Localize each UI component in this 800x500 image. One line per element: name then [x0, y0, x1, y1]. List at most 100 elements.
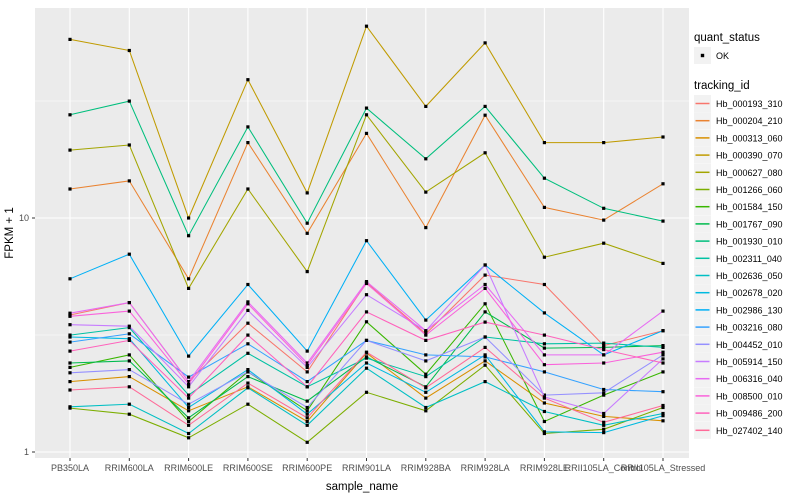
data-point	[602, 344, 606, 348]
y-tick-label: 1	[24, 447, 29, 457]
data-point	[305, 363, 309, 367]
x-tick-label: RRIM600PE	[282, 463, 332, 473]
data-point	[187, 402, 191, 406]
data-point	[305, 409, 309, 413]
data-point	[305, 440, 309, 444]
data-point	[305, 361, 309, 365]
data-point	[68, 388, 72, 392]
data-point	[246, 282, 250, 287]
data-point	[602, 341, 606, 345]
legend-item-label: Hb_002636_050	[716, 271, 783, 281]
data-point	[602, 431, 606, 435]
data-point	[127, 412, 131, 416]
data-point	[127, 375, 131, 379]
data-point	[661, 411, 665, 416]
data-point	[127, 48, 131, 53]
legend-item-label: Hb_001930_010	[716, 237, 783, 247]
data-point	[187, 419, 191, 424]
data-point	[127, 252, 131, 256]
legend-item-Hb_000204_210: Hb_000204_210	[694, 112, 783, 130]
data-point	[68, 37, 72, 41]
data-point	[424, 405, 428, 410]
data-point	[364, 310, 369, 314]
legend-item-label: Hb_001266_060	[716, 185, 783, 195]
data-point	[246, 370, 250, 374]
legend-item-Hb_027402_140: Hb_027402_140	[694, 421, 783, 439]
data-point	[187, 380, 191, 384]
data-point	[424, 226, 428, 230]
data-point	[602, 218, 606, 222]
data-point	[542, 205, 546, 209]
data-point	[542, 431, 546, 436]
data-point	[187, 423, 191, 427]
data-point	[305, 270, 309, 274]
data-point	[305, 380, 309, 384]
data-point	[364, 131, 369, 135]
data-point	[246, 375, 250, 379]
data-point	[364, 293, 369, 297]
legend-item-label: Hb_002311_040	[716, 254, 782, 264]
data-point	[246, 351, 250, 355]
data-point	[68, 323, 72, 327]
data-point	[602, 387, 606, 392]
data-point	[542, 370, 546, 374]
legend-item-label: Hb_000313_060	[716, 133, 783, 143]
data-point	[305, 423, 309, 427]
legend-item-Hb_002311_040: Hb_002311_040	[694, 249, 782, 267]
data-point	[661, 135, 665, 139]
data-point	[246, 386, 250, 390]
data-point	[602, 393, 606, 397]
legend-item-Hb_002636_050: Hb_002636_050	[694, 267, 783, 284]
data-point	[187, 431, 191, 436]
x-tick-label: PB350LA	[51, 463, 89, 473]
data-point	[68, 113, 72, 117]
legend-item-label: Hb_003216_080	[716, 323, 783, 333]
data-point	[68, 380, 72, 384]
data-point	[364, 390, 369, 394]
data-point	[305, 412, 309, 416]
legend-item-Hb_006316_040: Hb_006316_040	[694, 370, 783, 388]
data-point	[305, 370, 309, 374]
data-point	[483, 335, 487, 339]
data-point	[483, 359, 487, 363]
data-point	[483, 41, 487, 45]
data-point	[661, 350, 665, 354]
data-point	[187, 382, 191, 386]
x-tick-label: RRIM600LA	[105, 463, 154, 473]
data-point	[483, 363, 487, 367]
axes: PB350LA RRIM600LA RRIM600LE RRIM600SE RRIM60…	[19, 213, 705, 473]
data-point	[127, 324, 131, 328]
x-tick-label: RRIM928LA	[461, 463, 510, 473]
data-point	[187, 234, 191, 238]
data-point	[364, 361, 369, 365]
data-point	[187, 286, 191, 290]
data-point	[483, 273, 487, 277]
data-point	[542, 393, 546, 397]
data-point	[68, 314, 72, 318]
data-point	[661, 419, 665, 423]
data-point	[424, 318, 428, 322]
data-point	[542, 346, 546, 350]
legend-item-Hb_001767_090: Hb_001767_090	[694, 215, 783, 233]
data-point	[187, 405, 191, 410]
legend-item-Hb_004452_010: Hb_004452_010	[694, 335, 783, 353]
data-point	[661, 344, 665, 348]
data-point	[127, 309, 131, 313]
data-point	[305, 405, 309, 410]
data-point	[364, 113, 369, 117]
data-point	[424, 104, 428, 108]
data-point	[68, 333, 72, 337]
data-point	[483, 320, 487, 324]
legend-item-Hb_000313_060: Hb_000313_060	[694, 129, 783, 147]
legend-item-label: Hb_004452_010	[716, 340, 783, 350]
data-point	[364, 320, 369, 324]
legend-item-label: Hb_000390_070	[716, 151, 783, 161]
data-point	[602, 345, 606, 349]
data-point	[187, 409, 191, 413]
legend-item-Hb_003216_080: Hb_003216_080	[694, 318, 783, 336]
data-point	[424, 386, 428, 390]
x-tick-label: RRIM901LA	[342, 463, 391, 473]
y-tick-label: 10	[19, 213, 29, 223]
series-points-Hb_000627_080	[68, 113, 665, 290]
